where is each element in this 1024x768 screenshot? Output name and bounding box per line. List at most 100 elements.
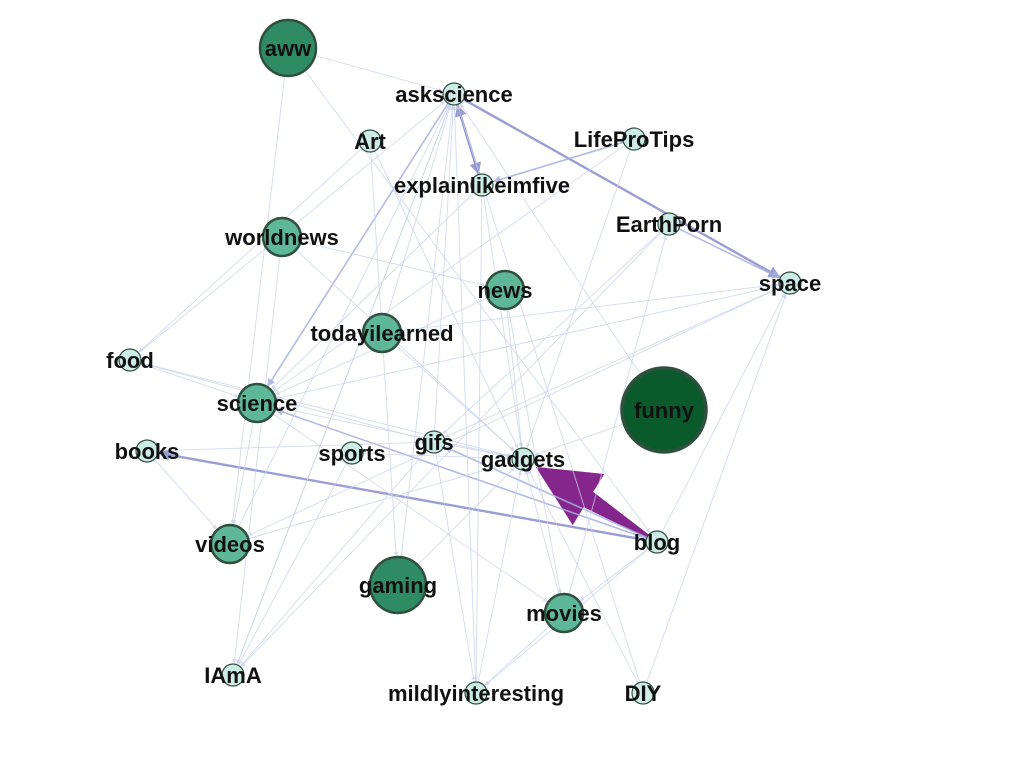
node-art[interactable] (358, 129, 382, 153)
node-gaming[interactable] (368, 555, 428, 615)
edge-books-to-videos (153, 458, 218, 530)
node-mildlyinteresting[interactable] (464, 681, 488, 705)
edge-earthporn-to-space (678, 228, 780, 279)
node-label-earthporn: EarthPorn (616, 212, 722, 237)
edge-todayilearned-to-askscience (387, 105, 452, 315)
edge-blog-to-books (157, 449, 647, 542)
edge-aww-to-videos (230, 75, 286, 525)
edge-science-to-videos (232, 421, 254, 525)
node-label-movies: movies (526, 601, 602, 626)
node-label-iama: IAmA (204, 663, 262, 688)
edge-funny-to-gadgets (533, 423, 625, 456)
edge-books-to-gifs (157, 440, 423, 452)
node-earthporn[interactable] (657, 212, 681, 236)
node-space[interactable] (778, 271, 802, 295)
edge-iama-to-gifs (239, 450, 427, 667)
edge-iama-to-askscience (236, 104, 451, 665)
edge-news-to-movies (507, 308, 562, 594)
edge-news-to-gadgets (506, 308, 524, 448)
node-askscience[interactable] (442, 82, 466, 106)
node-worldnews[interactable] (261, 216, 303, 258)
node-label-gaming: gaming (359, 573, 437, 598)
edge-food-to-science (140, 363, 239, 398)
edge-movies-to-earthporn (568, 235, 668, 595)
node-label-lifeprotips: LifeProTips (574, 127, 695, 152)
edge-sports-to-gadgets (362, 452, 512, 461)
node-lifeprotips[interactable] (622, 127, 646, 151)
node-label-sports: sports (318, 441, 385, 466)
node-label-mildlyinteresting: mildlyinteresting (388, 681, 564, 706)
edge-diy-to-space (646, 293, 787, 683)
edge-food-to-gadgets (140, 362, 512, 458)
edge-space-to-science (276, 284, 780, 400)
node-videos[interactable] (209, 523, 251, 565)
edge-worldnews-to-news (300, 240, 486, 287)
node-label-askscience: askscience (395, 82, 512, 107)
node-funny[interactable] (620, 366, 708, 454)
node-books[interactable] (135, 439, 159, 463)
edge-gifs-to-askscience (434, 105, 456, 432)
edge-aww-to-askscience (314, 55, 443, 92)
node-label-blog: blog (634, 530, 680, 555)
edge-art-to-gadgets (374, 150, 519, 449)
node-food[interactable] (118, 348, 142, 372)
edge-art-to-food (138, 148, 363, 353)
node-label-art: Art (354, 129, 386, 154)
edge-lifeprotips-to-explainlikeimfive (492, 141, 624, 184)
node-news[interactable] (484, 269, 526, 311)
edge-earthporn-to-iama (240, 231, 662, 667)
node-blog[interactable] (645, 530, 669, 554)
edge-askscience-to-space (463, 98, 781, 279)
edge-blog-to-gadgets (535, 466, 649, 538)
edge-science-to-gadgets (275, 406, 512, 458)
node-gifs[interactable] (422, 430, 446, 454)
edge-diy-to-askscience (456, 104, 641, 683)
edge-mildlyinteresting-to-askscience (452, 105, 477, 683)
node-sports[interactable] (340, 441, 364, 465)
edge-worldnews-to-iama (232, 255, 281, 664)
edge-blog-to-science (275, 408, 647, 540)
node-todayilearned[interactable] (361, 312, 403, 354)
edge-movies-to-mildlyinteresting (484, 625, 551, 686)
edge-movies-to-gadgets (524, 470, 560, 595)
node-label-todayilearned: todayilearned (310, 321, 453, 346)
nodes-layer (118, 18, 802, 705)
node-label-funny: funny (634, 398, 695, 423)
node-label-videos: videos (195, 532, 265, 557)
node-aww[interactable] (258, 18, 318, 78)
edge-askscience-to-science (267, 102, 449, 387)
node-label-space: space (759, 271, 821, 296)
edge-blog-to-space (661, 293, 785, 533)
edge-earthporn-to-gifs (442, 231, 662, 435)
node-label-worldnews: worldnews (224, 225, 339, 250)
node-diy[interactable] (631, 681, 655, 705)
node-label-news: news (477, 278, 532, 303)
edge-worldnews-to-gadgets (295, 249, 515, 452)
edge-todayilearned-to-space (400, 282, 779, 332)
node-label-science: science (217, 391, 298, 416)
edge-science-to-movies (272, 413, 548, 603)
node-iama[interactable] (221, 663, 245, 687)
node-gadgets[interactable] (511, 447, 535, 471)
edge-food-to-gifs (140, 362, 423, 441)
node-label-gadgets: gadgets (481, 447, 565, 472)
edge-space-to-videos (247, 287, 781, 537)
edge-gaming-to-askscience (400, 105, 455, 558)
edge-videos-to-askscience (238, 104, 450, 528)
edge-explainlikeimfive-to-science (271, 192, 475, 390)
node-movies[interactable] (543, 592, 585, 634)
edge-sports-to-iama (238, 462, 348, 665)
edge-gifs-to-mildlyinteresting (435, 452, 476, 682)
node-label-explainlikeimfive: explainlikeimfive (394, 173, 570, 198)
node-label-food: food (106, 348, 154, 373)
node-label-diy: DIY (625, 681, 662, 706)
edges-layer (138, 55, 787, 686)
node-label-aww: aww (265, 36, 312, 61)
node-label-gifs: gifs (414, 430, 453, 455)
edge-todayilearned-to-gadgets (395, 345, 515, 452)
labels-layer: aww askscience Art LifeProTipsexplainlikeim… (106, 36, 821, 706)
node-science[interactable] (236, 382, 278, 424)
node-explainlikeimfive[interactable] (470, 173, 494, 197)
edge-funny-to-askscience (460, 103, 642, 376)
edge-art-to-gaming (370, 151, 399, 557)
